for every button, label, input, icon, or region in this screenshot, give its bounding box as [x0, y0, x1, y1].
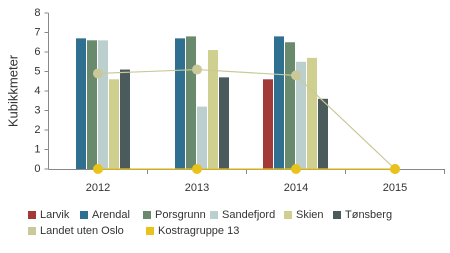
line	[97, 68, 396, 170]
x-tick-label: 2013	[185, 182, 209, 194]
bar	[318, 98, 328, 169]
bar	[296, 61, 306, 169]
legend-label: Arendal	[92, 209, 130, 221]
y-tick-label: 7	[34, 26, 40, 38]
bar	[120, 69, 130, 169]
legend-swatch	[143, 211, 151, 219]
y-tick-label: 2	[34, 124, 40, 136]
bar	[87, 40, 97, 169]
bar	[186, 36, 196, 170]
y-axis-label: Kubikkmeter	[5, 54, 20, 127]
bar	[175, 38, 185, 169]
y-tick-label: 0	[34, 163, 40, 175]
bar	[208, 50, 218, 169]
legend-swatch	[28, 227, 36, 235]
line-point	[291, 164, 301, 174]
legend-label: Larvik	[40, 209, 70, 221]
bar	[98, 40, 108, 169]
legend-label: Kostragruppe 13	[158, 225, 239, 237]
y-tick-label: 8	[34, 7, 40, 19]
legend-swatch	[80, 211, 88, 219]
x-tick-label: 2015	[383, 182, 407, 194]
bar	[219, 77, 229, 169]
line-point	[390, 164, 400, 174]
line-point	[192, 64, 202, 75]
legend-swatch	[333, 211, 341, 219]
bar	[274, 36, 284, 170]
legend-swatch	[284, 211, 292, 219]
line-point	[93, 164, 103, 174]
y-tick-label: 6	[34, 46, 40, 58]
legend-swatch	[28, 211, 36, 219]
y-tick-label: 4	[34, 85, 40, 97]
legend-label: Landet uten Oslo	[40, 225, 124, 237]
legend-label: Tønsberg	[345, 209, 392, 221]
bar	[109, 79, 119, 169]
y-tick-label: 1	[34, 143, 40, 155]
x-tick-label: 2014	[284, 182, 308, 194]
legend-label: Porsgrunn	[155, 209, 206, 221]
bar	[307, 57, 317, 169]
bar	[197, 106, 207, 169]
y-tick-label: 5	[34, 65, 40, 77]
bar	[285, 42, 295, 169]
bar	[263, 79, 273, 169]
bar	[76, 38, 86, 169]
line-point	[291, 70, 301, 81]
line-point	[192, 164, 202, 174]
line-point	[93, 68, 103, 79]
legend-swatch	[146, 227, 154, 235]
y-tick-label: 3	[34, 104, 40, 116]
legend-label: Skien	[296, 209, 324, 221]
x-tick-label: 2012	[86, 182, 110, 194]
legend-swatch	[210, 211, 218, 219]
legend-label: Sandefjord	[222, 209, 275, 221]
